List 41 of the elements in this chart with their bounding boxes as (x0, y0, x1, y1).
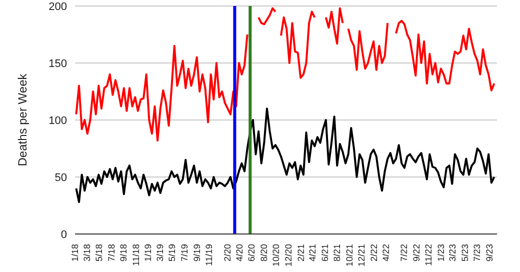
x-tick-label: 4/21 (308, 244, 318, 262)
y-tick-label: 50 (54, 172, 67, 184)
x-tick-label: 11/18 (130, 244, 141, 266)
x-tick-label: 10/20 (271, 244, 282, 267)
x-tick-label: 6/20 (246, 244, 257, 262)
x-tick-label: 1/19 (143, 244, 154, 262)
x-tick-label: 7/18 (106, 244, 116, 262)
x-tick-label: 12/20 (283, 244, 294, 267)
x-tick-label: 6/21 (320, 244, 330, 262)
y-tick-label: 100 (48, 114, 67, 127)
x-tick-label: 11/22 (424, 244, 434, 266)
x-tick-label: 1/18 (70, 244, 80, 262)
x-tick-label: 10/21 (344, 244, 354, 267)
x-tick-label: 7/19 (179, 244, 190, 262)
x-tick-label: 3/18 (82, 244, 92, 262)
y-tick-label: 150 (48, 58, 67, 70)
x-tick-label: 11/19 (204, 244, 214, 266)
y-tick-label: 200 (48, 0, 67, 13)
x-tick-label: 3/19 (154, 244, 165, 262)
x-tick-label: 7/23 (472, 244, 482, 262)
x-tick-label: 9/23 (484, 244, 495, 262)
x-tick-label: 1/23 (436, 244, 446, 262)
x-tick-label: 8/21 (332, 244, 342, 262)
x-tick-label: 9/19 (192, 244, 202, 262)
x-tick-label: 4/20 (234, 244, 245, 262)
x-tick-label: 5/23 (460, 244, 470, 262)
x-tick-label: 8/20 (258, 244, 269, 262)
x-tick-label: 9/22 (411, 244, 422, 262)
x-tick-label: 5/19 (167, 244, 178, 262)
x-tick-label: 2/20 (222, 244, 232, 262)
x-tick-label: 7/22 (399, 244, 410, 262)
y-tick-label: 0 (60, 228, 67, 241)
x-tick-label: 3/23 (448, 244, 458, 262)
x-tick-label: 2/22 (368, 244, 379, 262)
x-tick-label: 9/18 (118, 244, 129, 262)
line-series (75, 108, 496, 204)
x-tick-label: 2/21 (296, 244, 306, 262)
x-tick-label: 12/21 (356, 244, 367, 267)
y-axis-title: Deaths per Week (15, 72, 30, 166)
x-tick-label: 5/18 (94, 244, 104, 262)
x-tick-label: 4/22 (380, 244, 391, 262)
